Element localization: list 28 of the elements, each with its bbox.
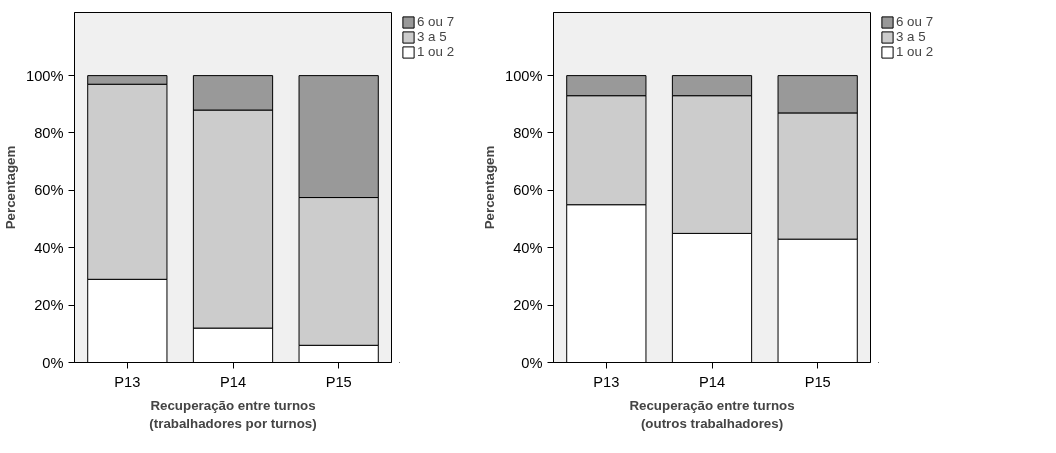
y-tick-label: 60%	[513, 182, 543, 199]
y-tick-label: 80%	[34, 124, 64, 141]
y-tick-label: 0%	[42, 354, 64, 371]
x-tick-label: P15	[804, 373, 831, 390]
y-tick-label: 60%	[34, 182, 64, 199]
x-tick-label: P14	[219, 373, 247, 390]
y-axis-title: Percentagem	[3, 145, 19, 230]
y-axis-title: Percentagem	[482, 145, 498, 230]
legend-label: 1 ou 2	[417, 44, 455, 59]
y-tick-label: 100%	[26, 67, 64, 84]
legend-label: 6 ou 7	[417, 14, 455, 29]
x-tick-label: P13	[593, 373, 620, 390]
y-tick-label: 80%	[513, 124, 543, 141]
y-tick-label: 100%	[505, 67, 543, 84]
x-axis-title: Recuperação entre turnos (outros trabalhadores)	[629, 397, 795, 431]
y-tick-label: 0%	[521, 354, 543, 371]
legend-label: 1 ou 2	[896, 44, 934, 59]
legend-label: 6 ou 7	[896, 14, 934, 29]
legend-label: 3 a 5	[896, 29, 926, 44]
x-axis-title: Recuperação entre turnos (trabalhadores por turnos)	[149, 397, 317, 431]
y-tick-label: 40%	[513, 239, 543, 256]
x-tick-label: P15	[325, 373, 352, 390]
y-tick-label: 20%	[513, 297, 543, 314]
x-tick-label: P13	[114, 373, 141, 390]
legend-label: 3 a 5	[417, 29, 447, 44]
y-tick-label: 20%	[34, 297, 64, 314]
x-tick-label: P14	[698, 373, 726, 390]
y-tick-label: 40%	[34, 239, 64, 256]
